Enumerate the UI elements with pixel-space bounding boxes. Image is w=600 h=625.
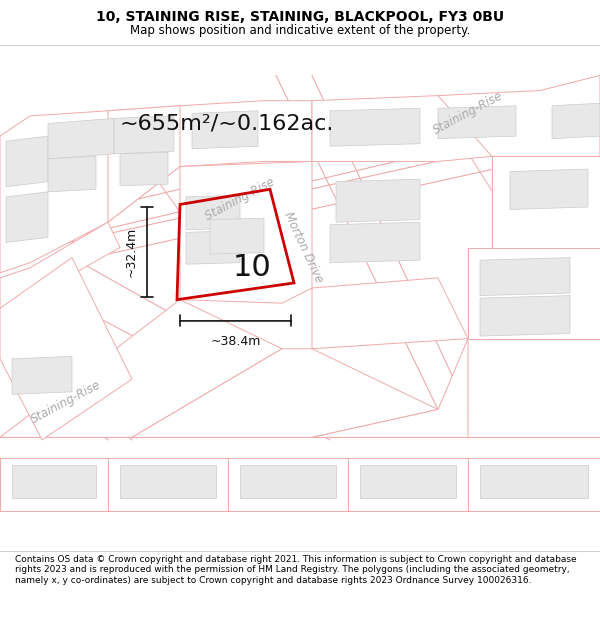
Text: Staining-Rise: Staining-Rise [29, 378, 103, 426]
Text: ~38.4m: ~38.4m [211, 335, 260, 348]
Polygon shape [186, 196, 240, 230]
Polygon shape [186, 231, 240, 264]
Text: Morton Drive: Morton Drive [281, 210, 326, 285]
Polygon shape [0, 258, 132, 440]
Polygon shape [480, 296, 570, 336]
Polygon shape [108, 458, 228, 511]
Text: Map shows position and indicative extent of the property.: Map shows position and indicative extent… [130, 24, 470, 37]
Polygon shape [468, 248, 600, 339]
Polygon shape [12, 356, 72, 394]
Polygon shape [330, 222, 420, 262]
Polygon shape [6, 192, 48, 242]
Polygon shape [492, 156, 600, 248]
Polygon shape [120, 152, 168, 186]
Polygon shape [360, 465, 456, 498]
Polygon shape [120, 465, 216, 498]
Polygon shape [552, 103, 600, 139]
Polygon shape [0, 299, 282, 438]
Polygon shape [480, 465, 588, 498]
Polygon shape [114, 116, 174, 154]
Text: ~32.4m: ~32.4m [125, 227, 138, 277]
Polygon shape [0, 106, 180, 272]
Polygon shape [330, 108, 420, 146]
Polygon shape [312, 278, 468, 349]
Polygon shape [6, 136, 48, 187]
Polygon shape [312, 96, 492, 161]
Polygon shape [348, 458, 468, 511]
Polygon shape [48, 156, 96, 192]
Polygon shape [336, 179, 420, 222]
Text: Staining-Rise: Staining-Rise [431, 89, 505, 138]
Polygon shape [0, 458, 108, 511]
Text: Staining Rise: Staining Rise [203, 176, 277, 223]
Polygon shape [240, 465, 336, 498]
Text: ~655m²/~0.162ac.: ~655m²/~0.162ac. [120, 114, 334, 134]
Polygon shape [468, 458, 600, 511]
Polygon shape [228, 458, 348, 511]
Polygon shape [480, 258, 570, 296]
Polygon shape [108, 106, 228, 222]
Text: Contains OS data © Crown copyright and database right 2021. This information is : Contains OS data © Crown copyright and d… [15, 555, 577, 585]
Polygon shape [180, 161, 312, 303]
Polygon shape [438, 106, 516, 139]
Polygon shape [48, 118, 114, 159]
Polygon shape [510, 169, 588, 209]
Polygon shape [210, 218, 264, 254]
Polygon shape [438, 76, 600, 156]
Text: 10, STAINING RISE, STAINING, BLACKPOOL, FY3 0BU: 10, STAINING RISE, STAINING, BLACKPOOL, … [96, 10, 504, 24]
Polygon shape [180, 101, 312, 166]
Polygon shape [12, 465, 96, 498]
Polygon shape [192, 111, 258, 149]
Text: 10: 10 [233, 253, 271, 282]
Polygon shape [312, 339, 468, 437]
Polygon shape [0, 222, 120, 308]
Polygon shape [132, 349, 438, 438]
